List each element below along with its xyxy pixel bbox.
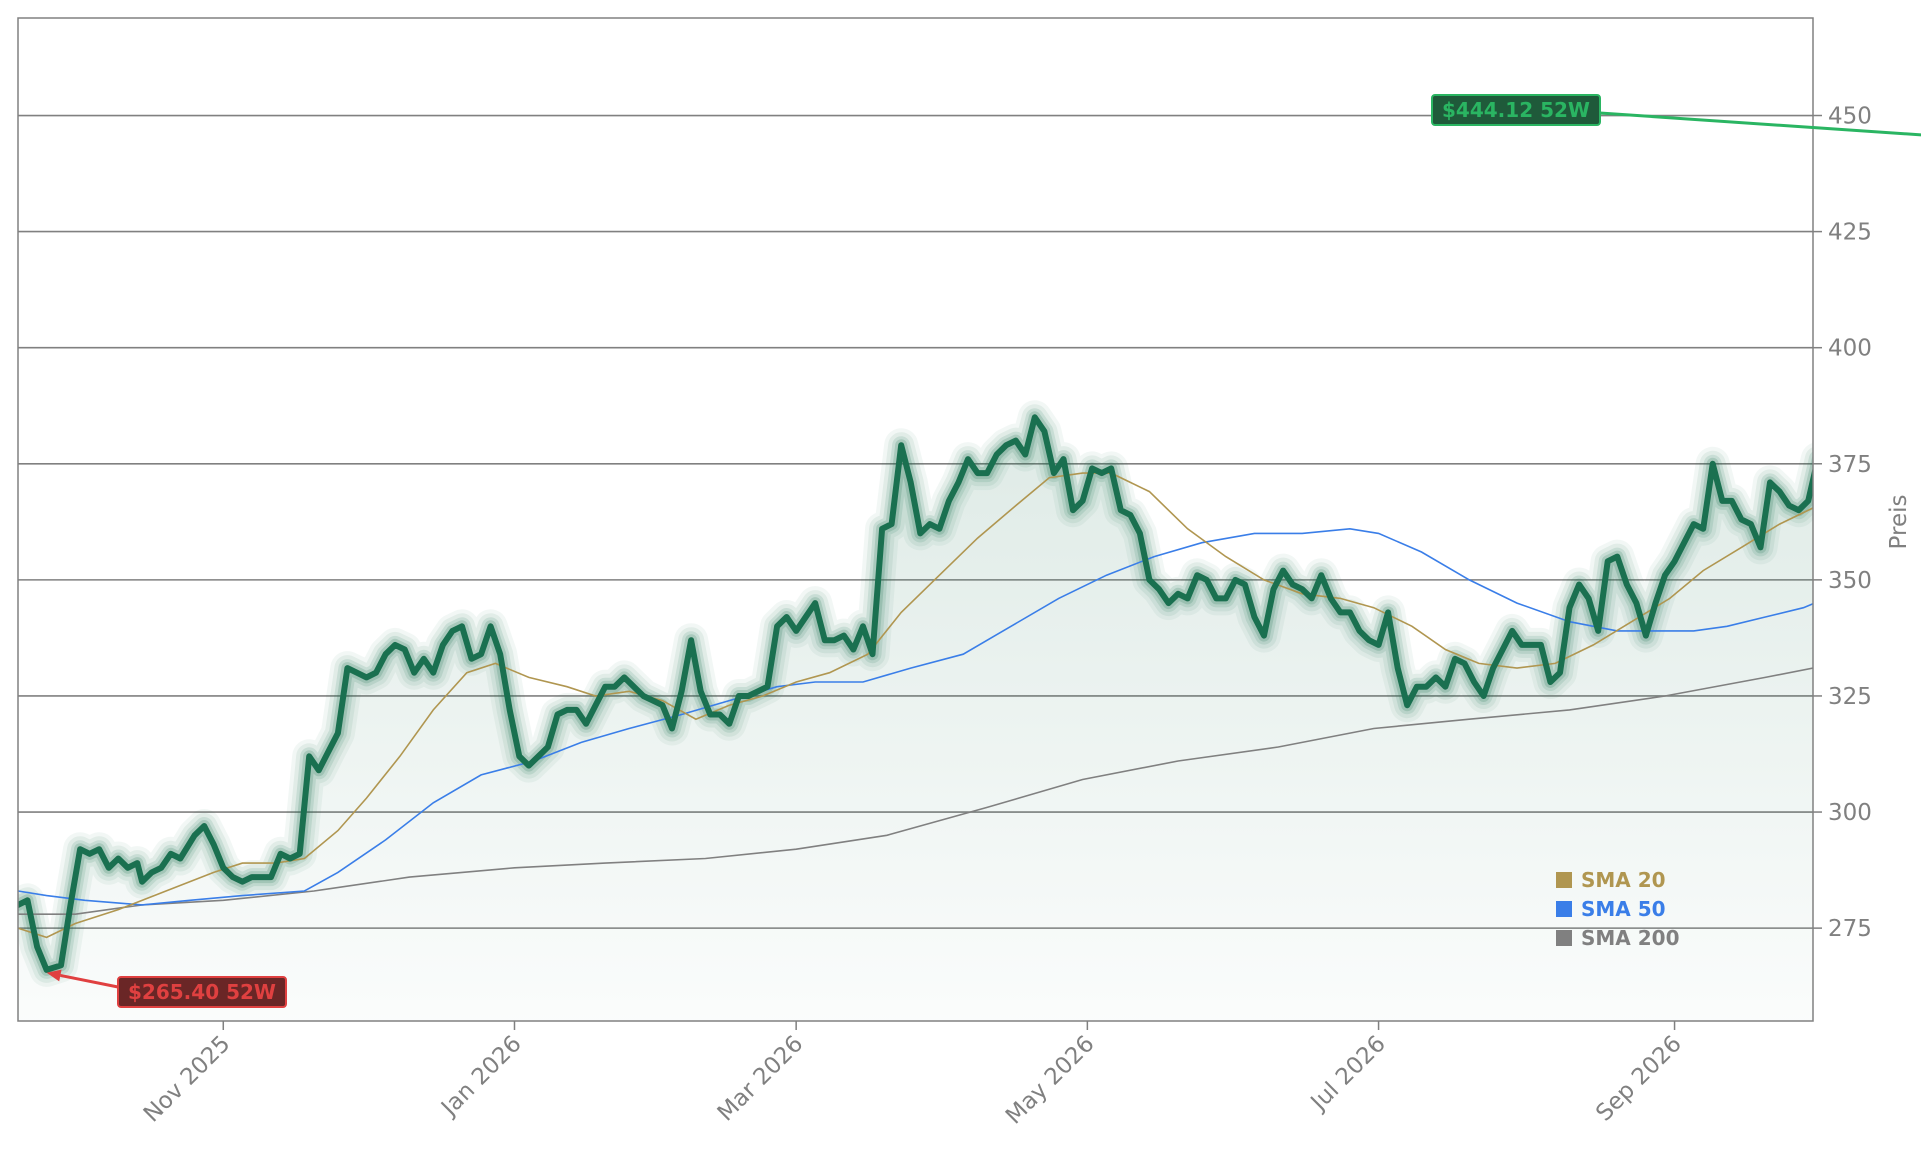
sma-50-line <box>18 527 1813 906</box>
x-axis: Nov 2025 Jan 2026 Mar 2026 May 2026 Jul 2026… <box>139 1021 1687 1129</box>
x-tick-label: Jul 2026 <box>1305 1031 1391 1117</box>
legend-swatch <box>1556 872 1572 888</box>
high-label-box <box>1431 94 1601 126</box>
sma-20-line <box>18 472 1813 939</box>
x-tick-label: Mar 2026 <box>713 1031 809 1127</box>
y-tick-label: 450 <box>1828 104 1872 130</box>
legend-entry: SMA 200 <box>1581 926 1680 950</box>
high-52w-annotation: $444.12 52W <box>1431 94 1921 137</box>
y-tick-label: 300 <box>1828 800 1872 826</box>
sma-200-line <box>18 667 1813 915</box>
legend-swatch <box>1556 901 1572 917</box>
x-tick-label: Sep 2026 <box>1591 1031 1687 1127</box>
x-tick-label: Jan 2026 <box>435 1031 526 1122</box>
low-label-box <box>117 976 287 1008</box>
low-arrow <box>60 973 119 989</box>
plot-frame <box>17 17 1814 1022</box>
legend-swatch <box>1556 930 1572 946</box>
low-label: $265.40 52W <box>128 980 276 1004</box>
y-tick-label: 350 <box>1828 568 1872 594</box>
y-tick-label: 375 <box>1828 452 1872 478</box>
low-52w-annotation: $265.40 52W <box>46 969 287 1008</box>
y-axis: 275 300 325 350 375 400 425 450 <box>1813 104 1872 942</box>
legend-entry: SMA 50 <box>1581 897 1666 921</box>
y-tick-label: 325 <box>1828 684 1872 710</box>
x-tick-label: May 2026 <box>1001 1031 1100 1130</box>
y-tick-label: 425 <box>1828 220 1872 246</box>
x-tick-label: Nov 2025 <box>139 1031 236 1128</box>
price-line <box>18 414 1813 973</box>
high-arrow <box>1599 111 1921 137</box>
high-label: $444.12 52W <box>1442 98 1590 122</box>
y-tick-label: 275 <box>1828 916 1872 942</box>
legend: SMA 20 SMA 50 SMA 200 <box>1556 868 1680 950</box>
legend-entry: SMA 20 <box>1581 868 1666 892</box>
y-tick-label: 400 <box>1828 336 1872 362</box>
low-arrowhead <box>46 969 62 982</box>
y-axis-label: Preis <box>1886 495 1912 550</box>
price-area-fill <box>18 417 1813 1021</box>
